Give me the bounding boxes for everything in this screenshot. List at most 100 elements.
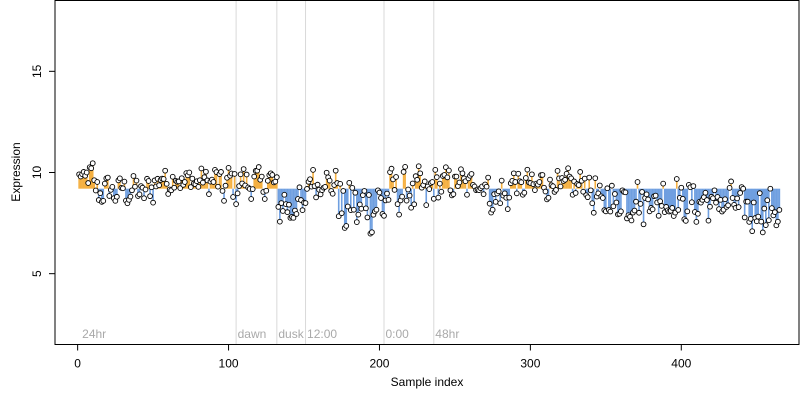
data-point-302 [532, 187, 538, 193]
data-point-164 [323, 169, 330, 176]
data-point-316 [553, 187, 559, 193]
data-point-296 [522, 175, 529, 181]
data-point-236 [432, 167, 439, 173]
data-point-331 [575, 182, 582, 188]
data-point-428 [722, 196, 728, 203]
data-point-353 [609, 182, 615, 189]
data-point-14 [97, 190, 104, 196]
data-point-181 [349, 185, 356, 191]
data-point-417 [705, 217, 712, 224]
data-point-431 [726, 185, 733, 191]
data-point-451 [756, 190, 763, 196]
data-point-369 [633, 198, 639, 205]
data-point-397 [675, 207, 682, 213]
data-point-57 [162, 167, 169, 174]
data-point-224 [414, 176, 421, 183]
data-point-5 [83, 169, 90, 176]
data-point-332 [577, 169, 584, 175]
data-point-74 [187, 184, 194, 190]
y-axis: 5 10 15 [30, 64, 56, 277]
data-point-56 [160, 176, 167, 182]
data-point-216 [402, 163, 408, 170]
data-point-246 [447, 187, 454, 194]
data-point-403 [684, 208, 691, 215]
data-point-207 [388, 165, 395, 172]
y-tick-label-1: 10 [30, 166, 44, 180]
data-point-245 [446, 167, 452, 174]
data-point-239 [436, 180, 443, 187]
data-point-135 [280, 208, 286, 214]
data-point-53 [156, 182, 162, 189]
data-point-58 [163, 180, 170, 187]
data-point-214 [399, 193, 405, 200]
data-point-142 [290, 214, 297, 221]
data-point-170 [332, 167, 339, 174]
data-point-456 [764, 197, 771, 204]
data-point-252 [456, 179, 463, 186]
data-point-437 [735, 204, 742, 210]
data-point-421 [711, 187, 718, 194]
data-point-450 [755, 213, 762, 220]
data-point-305 [536, 179, 543, 185]
data-point-248 [450, 191, 457, 198]
data-point-234 [429, 179, 436, 185]
period-label-1: dawn [238, 327, 267, 341]
data-point-174 [338, 210, 345, 217]
data-point-385 [657, 198, 664, 205]
data-point-373 [639, 189, 645, 195]
data-point-189 [361, 188, 368, 194]
data-point-107 [237, 171, 244, 178]
data-point-96 [221, 197, 227, 204]
data-point-103 [231, 171, 238, 177]
data-point-20 [106, 193, 113, 199]
data-point-89 [210, 179, 217, 185]
data-point-215 [400, 169, 407, 175]
period-dividers [235, 0, 435, 345]
data-point-268 [480, 191, 487, 198]
data-point-46 [145, 178, 152, 184]
data-point-284 [504, 206, 511, 212]
data-point-217 [403, 197, 410, 204]
data-point-123 [261, 196, 268, 202]
data-point-218 [405, 186, 411, 193]
data-point-124 [263, 187, 270, 194]
data-point-38 [133, 177, 140, 184]
data-point-139 [286, 201, 292, 208]
data-point-341 [590, 209, 597, 216]
data-point-445 [747, 215, 754, 222]
data-point-235 [430, 195, 437, 202]
data-point-329 [572, 190, 579, 196]
data-point-105 [234, 190, 241, 197]
data-point-393 [669, 205, 676, 211]
data-point-116 [251, 173, 258, 180]
data-point-352 [607, 208, 614, 215]
y-tick-label-2: 15 [30, 64, 44, 78]
data-point-82 [200, 179, 206, 186]
data-point-111 [243, 171, 250, 178]
data-point-312 [547, 176, 553, 183]
data-point-114 [248, 196, 255, 202]
data-point-458 [767, 185, 774, 192]
expression-points [76, 160, 783, 237]
data-point-418 [707, 203, 713, 210]
data-point-134 [278, 200, 285, 206]
data-point-436 [734, 195, 740, 202]
data-point-406 [689, 199, 695, 206]
data-point-278 [495, 188, 502, 195]
data-point-324 [565, 165, 571, 172]
x-tick-label-4: 400 [671, 357, 691, 371]
data-point-43 [141, 195, 147, 202]
data-point-133 [277, 218, 283, 225]
data-point-16 [100, 197, 107, 204]
data-point-190 [363, 205, 369, 212]
data-point-340 [589, 200, 596, 207]
data-point-210 [393, 174, 399, 180]
data-point-131 [273, 174, 280, 181]
data-point-317 [554, 168, 561, 174]
data-point-285 [506, 194, 513, 201]
data-point-30 [121, 178, 128, 185]
data-point-366 [628, 217, 635, 224]
data-point-454 [761, 205, 768, 212]
data-point-254 [459, 170, 466, 177]
data-point-371 [636, 209, 642, 216]
